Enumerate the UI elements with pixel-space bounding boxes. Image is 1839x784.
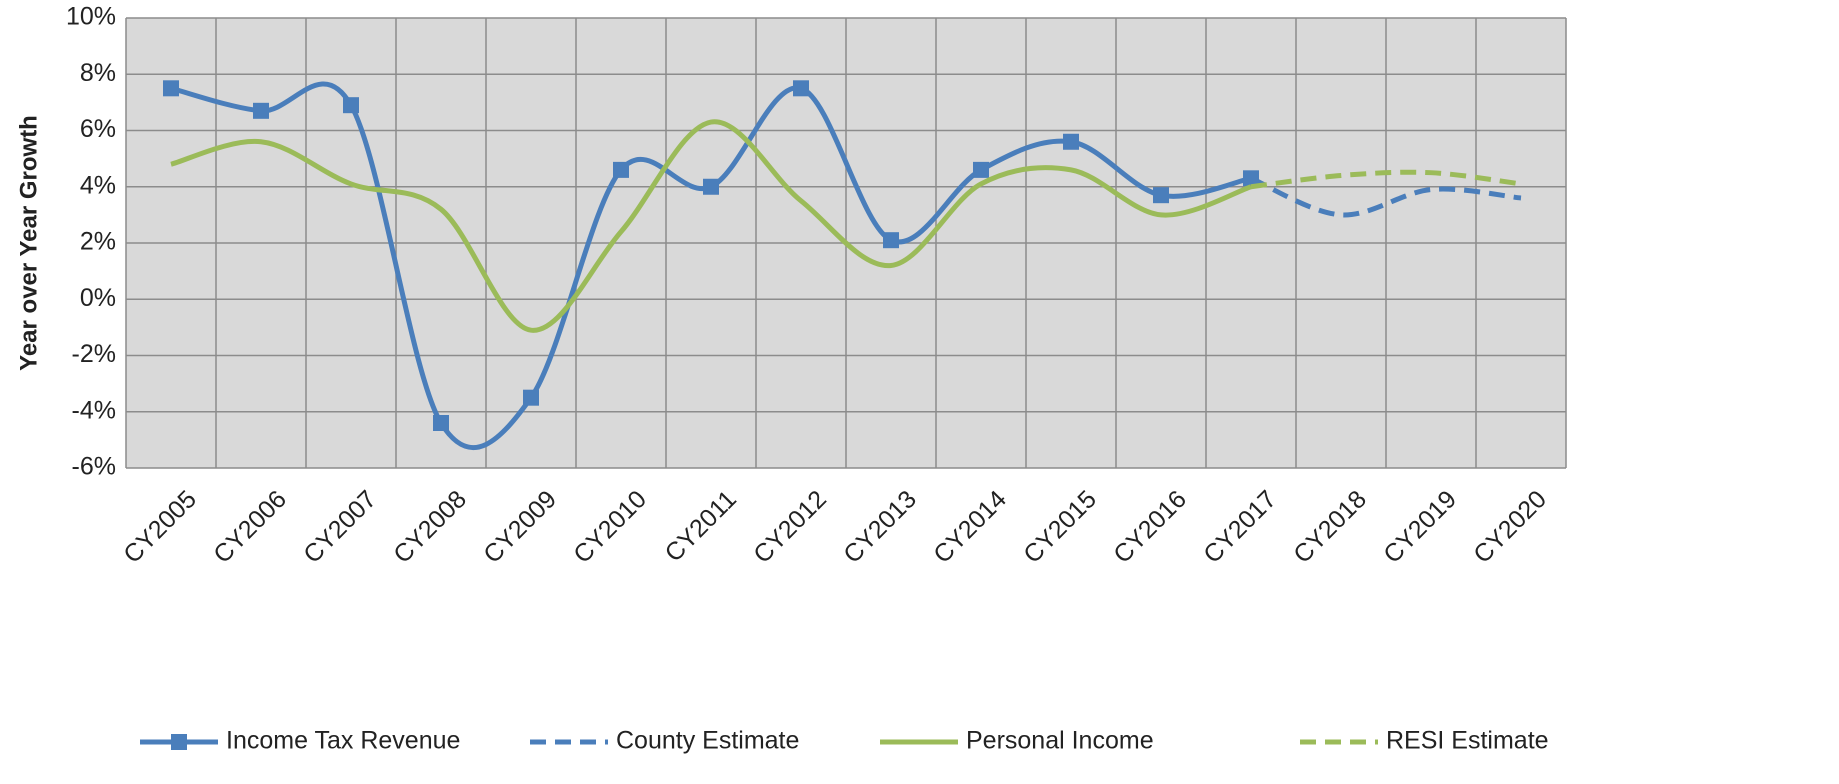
y-tick-label: 2%: [80, 228, 116, 256]
x-tick-label: CY2011: [660, 485, 742, 567]
x-tick-label: CY2015: [1018, 485, 1102, 569]
series-line: [1250, 169, 1522, 190]
marker: [163, 80, 179, 97]
y-tick-label: 10%: [66, 3, 116, 31]
legend-label: County Estimate: [616, 727, 799, 755]
marker: [613, 161, 629, 178]
x-tick-label: CY2017: [1198, 485, 1282, 569]
y-tick-label: 8%: [80, 59, 116, 87]
x-tick-label: CY2016: [1108, 485, 1192, 569]
marker: [343, 97, 359, 114]
series-line: [170, 81, 1252, 450]
marker: [973, 161, 989, 178]
legend-label: Personal Income: [966, 727, 1154, 755]
x-tick-label: CY2018: [1288, 485, 1372, 569]
y-tick-label: -6%: [72, 453, 116, 481]
x-tick-label: CY2019: [1378, 485, 1462, 569]
x-tick-label: CY2006: [208, 485, 292, 569]
x-tick-label: CY2005: [118, 485, 202, 569]
y-tick-label: -4%: [72, 396, 116, 424]
marker: [1153, 187, 1169, 204]
y-tick-label: 4%: [80, 171, 116, 199]
marker: [433, 415, 449, 431]
marker: [703, 178, 719, 195]
x-tick-label: CY2013: [838, 485, 922, 569]
y-tick-label: 0%: [80, 284, 116, 312]
marker: [523, 389, 539, 406]
series-line: [170, 119, 1252, 333]
y-tick-label: 6%: [80, 115, 116, 143]
y-axis-label: Year over Year Growth: [15, 115, 42, 371]
marker: [253, 102, 269, 119]
marker: [883, 232, 899, 249]
marker: [1063, 133, 1079, 150]
x-tick-label: CY2014: [928, 485, 1012, 569]
marker: [793, 80, 809, 97]
x-tick-label: CY2009: [478, 485, 562, 569]
legend-marker: [171, 734, 187, 750]
x-tick-label: CY2010: [568, 485, 652, 569]
x-tick-label: CY2008: [388, 485, 472, 569]
y-tick-label: -2%: [72, 340, 116, 368]
x-tick-label: CY2007: [298, 485, 382, 569]
x-tick-label: CY2020: [1468, 485, 1552, 569]
legend-label: Income Tax Revenue: [226, 727, 460, 755]
legend-label: RESI Estimate: [1386, 727, 1549, 755]
x-tick-label: CY2012: [748, 485, 832, 569]
